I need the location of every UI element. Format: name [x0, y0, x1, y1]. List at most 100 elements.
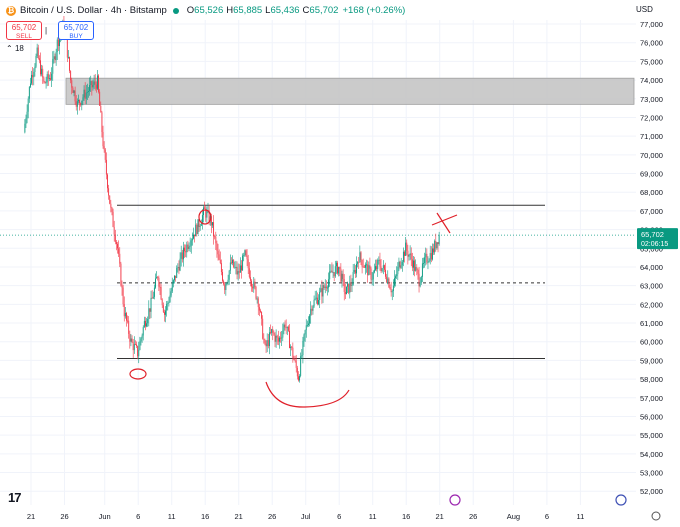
candle [189, 237, 191, 253]
candle [425, 247, 427, 266]
candle [25, 114, 27, 129]
candle [50, 71, 51, 81]
candle [117, 242, 118, 254]
open-value: 65,526 [194, 5, 224, 16]
candle [172, 279, 174, 288]
y-tick-label: 67,000 [640, 207, 663, 216]
candle [83, 85, 85, 101]
candle [400, 257, 402, 269]
candle [329, 264, 331, 287]
candle [282, 323, 284, 342]
tradingview-logo-icon[interactable]: 17 [8, 490, 22, 505]
economic-events-icon[interactable] [615, 494, 627, 506]
candle [304, 329, 306, 342]
current-price-label: 65,702 02:06:15 [637, 228, 678, 250]
candle [44, 81, 46, 84]
candle [433, 243, 435, 256]
candle [421, 257, 423, 283]
buy-button[interactable]: 65,702 BUY [58, 21, 94, 40]
candle [331, 262, 333, 273]
candle [80, 102, 82, 107]
candle [53, 50, 55, 64]
candle [273, 330, 275, 336]
currency-selector[interactable]: USD [636, 5, 653, 14]
candle [157, 276, 159, 281]
y-tick-label: 52,000 [640, 487, 663, 496]
candle [353, 263, 355, 274]
candle [94, 74, 96, 91]
candle [237, 263, 239, 281]
price-tag-value: 65,702 [641, 230, 664, 239]
candle [184, 244, 185, 258]
y-tick-label: 73,000 [640, 95, 663, 104]
candle [424, 252, 426, 268]
candle [252, 283, 254, 293]
candle [340, 263, 342, 284]
candle [47, 70, 49, 86]
candle [56, 37, 58, 61]
candle [27, 96, 29, 119]
candle [28, 86, 30, 103]
buy-price: 65,702 [63, 23, 89, 32]
candle [351, 278, 353, 292]
candle [166, 300, 168, 317]
price-axis[interactable]: 52,000 53,000 54,000 55,000 56,000 57,000 58,0… [636, 0, 680, 527]
candle [24, 119, 26, 134]
symbol-title[interactable]: Bitcoin / U.S. Dollar · 4h · Bitstamp [20, 5, 167, 16]
candle [321, 280, 323, 304]
candle [431, 243, 433, 261]
candle [101, 110, 103, 138]
candle [241, 260, 242, 279]
candle [316, 292, 318, 306]
candle [128, 316, 130, 339]
candle [160, 284, 162, 301]
candle [46, 71, 48, 87]
candle [371, 271, 373, 286]
candle [66, 38, 68, 63]
candle [435, 233, 437, 252]
candle [271, 328, 273, 336]
candle [155, 273, 156, 289]
chart-header: ₿ Bitcoin / U.S. Dollar · 4h · Bitstamp … [0, 0, 653, 24]
replay-icon[interactable] [449, 494, 461, 506]
candle [32, 67, 34, 86]
candle [338, 266, 340, 277]
hand-drawn-annotations [129, 209, 458, 408]
candle [38, 55, 40, 64]
candle [214, 234, 216, 240]
candle [363, 264, 365, 268]
symbol-legend[interactable]: ₿ Bitcoin / U.S. Dollar · 4h · Bitstamp … [6, 5, 405, 16]
candle [320, 284, 322, 293]
sell-button[interactable]: 65,702 SELL [6, 21, 42, 40]
candle [302, 336, 304, 364]
candle [308, 316, 309, 327]
candle [342, 269, 344, 287]
candle [373, 263, 375, 274]
candle [188, 242, 190, 251]
candle [410, 247, 412, 267]
candle [305, 319, 307, 338]
candle [262, 315, 264, 340]
candle [257, 296, 259, 316]
candle [398, 257, 400, 272]
x-tick-label: 6 [136, 512, 140, 521]
candle [297, 371, 299, 382]
candle [72, 86, 74, 93]
time-axis[interactable]: 21 26 Jun 6 11 16 21 26 Jul 6 11 16 21 26 Aug 6 11 [0, 494, 680, 527]
spread-divider: | [45, 26, 48, 35]
indicators-toggle[interactable]: ⌃ 18 [6, 44, 24, 53]
candle [132, 338, 134, 358]
candle [85, 84, 87, 105]
candle [193, 227, 194, 240]
candle [362, 258, 364, 268]
high-key: H [226, 5, 234, 16]
candle [229, 254, 231, 274]
candle [69, 56, 70, 74]
settings-icon[interactable] [651, 511, 661, 521]
buy-label: BUY [69, 33, 83, 40]
candle [190, 238, 192, 254]
candle [388, 277, 390, 289]
candle [203, 204, 204, 223]
x-tick-label: 26 [60, 512, 68, 521]
